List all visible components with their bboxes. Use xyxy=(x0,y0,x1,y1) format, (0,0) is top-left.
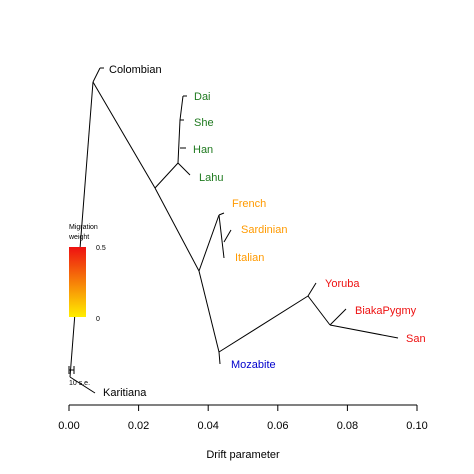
branch-eastasia xyxy=(154,162,179,189)
x-tick-label: 0.00 xyxy=(58,420,79,432)
migration-weight-legend: Migration weight 0.5 0 xyxy=(68,224,106,323)
x-axis-ticks xyxy=(68,405,418,411)
leaf-italian: Italian xyxy=(235,252,264,264)
leaf-colombian: Colombian xyxy=(109,64,162,76)
x-tick-label: 0.06 xyxy=(267,420,288,432)
branch-trunk-2 xyxy=(154,187,200,272)
x-axis: 0.00 0.02 0.04 0.06 0.08 0.10 Drift para… xyxy=(58,404,428,461)
branch-khoisan xyxy=(307,295,331,326)
leaf-labels: Colombian Dai She Han Lahu French Sardin… xyxy=(103,64,426,399)
legend-min-label: 0 xyxy=(96,316,100,323)
leaf-biakapygmy: BiakaPygmy xyxy=(355,305,417,317)
x-axis-title: Drift parameter xyxy=(206,449,280,461)
branch-africa xyxy=(218,295,309,353)
branch-dai-stem xyxy=(179,95,184,121)
branch-colombian xyxy=(92,67,101,83)
branch-san xyxy=(329,324,399,339)
branch-trunk-3 xyxy=(198,270,220,353)
x-tick-label: 0.02 xyxy=(128,420,149,432)
x-tick-label: 0.04 xyxy=(197,420,218,432)
branch-root-up xyxy=(69,81,94,378)
branch-trunk-1 xyxy=(92,81,156,189)
x-tick-label: 0.10 xyxy=(406,420,427,432)
leaf-dai: Dai xyxy=(194,91,211,103)
branch-lahu xyxy=(177,162,191,176)
branch-han-stem xyxy=(177,119,181,164)
branch-yoruba xyxy=(307,282,317,297)
leaf-mozabite: Mozabite xyxy=(231,359,276,371)
legend-title-line2: weight xyxy=(68,234,89,241)
branch-sardinian xyxy=(223,229,232,243)
branch-europe xyxy=(198,214,220,272)
leaf-han: Han xyxy=(193,144,213,156)
legend-title-line1: Migration xyxy=(69,224,98,231)
branch-root-karitiana xyxy=(69,376,96,394)
leaf-she: She xyxy=(194,117,214,129)
leaf-karitiana: Karitiana xyxy=(103,387,147,399)
branch-biakapygmy xyxy=(329,308,347,326)
branch-french xyxy=(218,212,225,216)
tree-branches xyxy=(69,67,399,394)
leaf-san: San xyxy=(406,333,426,345)
x-tick-label: 0.08 xyxy=(337,420,358,432)
branch-mozabite xyxy=(218,351,221,365)
branch-italian-stem xyxy=(218,214,225,259)
legend-max-label: 0.5 xyxy=(96,245,106,252)
scale-bar-label: 10 s.e. xyxy=(69,380,90,387)
leaf-french: French xyxy=(232,198,266,210)
legend-color-gradient xyxy=(69,247,86,317)
leaf-sardinian: Sardinian xyxy=(241,224,287,236)
leaf-yoruba: Yoruba xyxy=(325,278,360,290)
leaf-lahu: Lahu xyxy=(199,172,223,184)
scale-bar xyxy=(68,366,75,374)
